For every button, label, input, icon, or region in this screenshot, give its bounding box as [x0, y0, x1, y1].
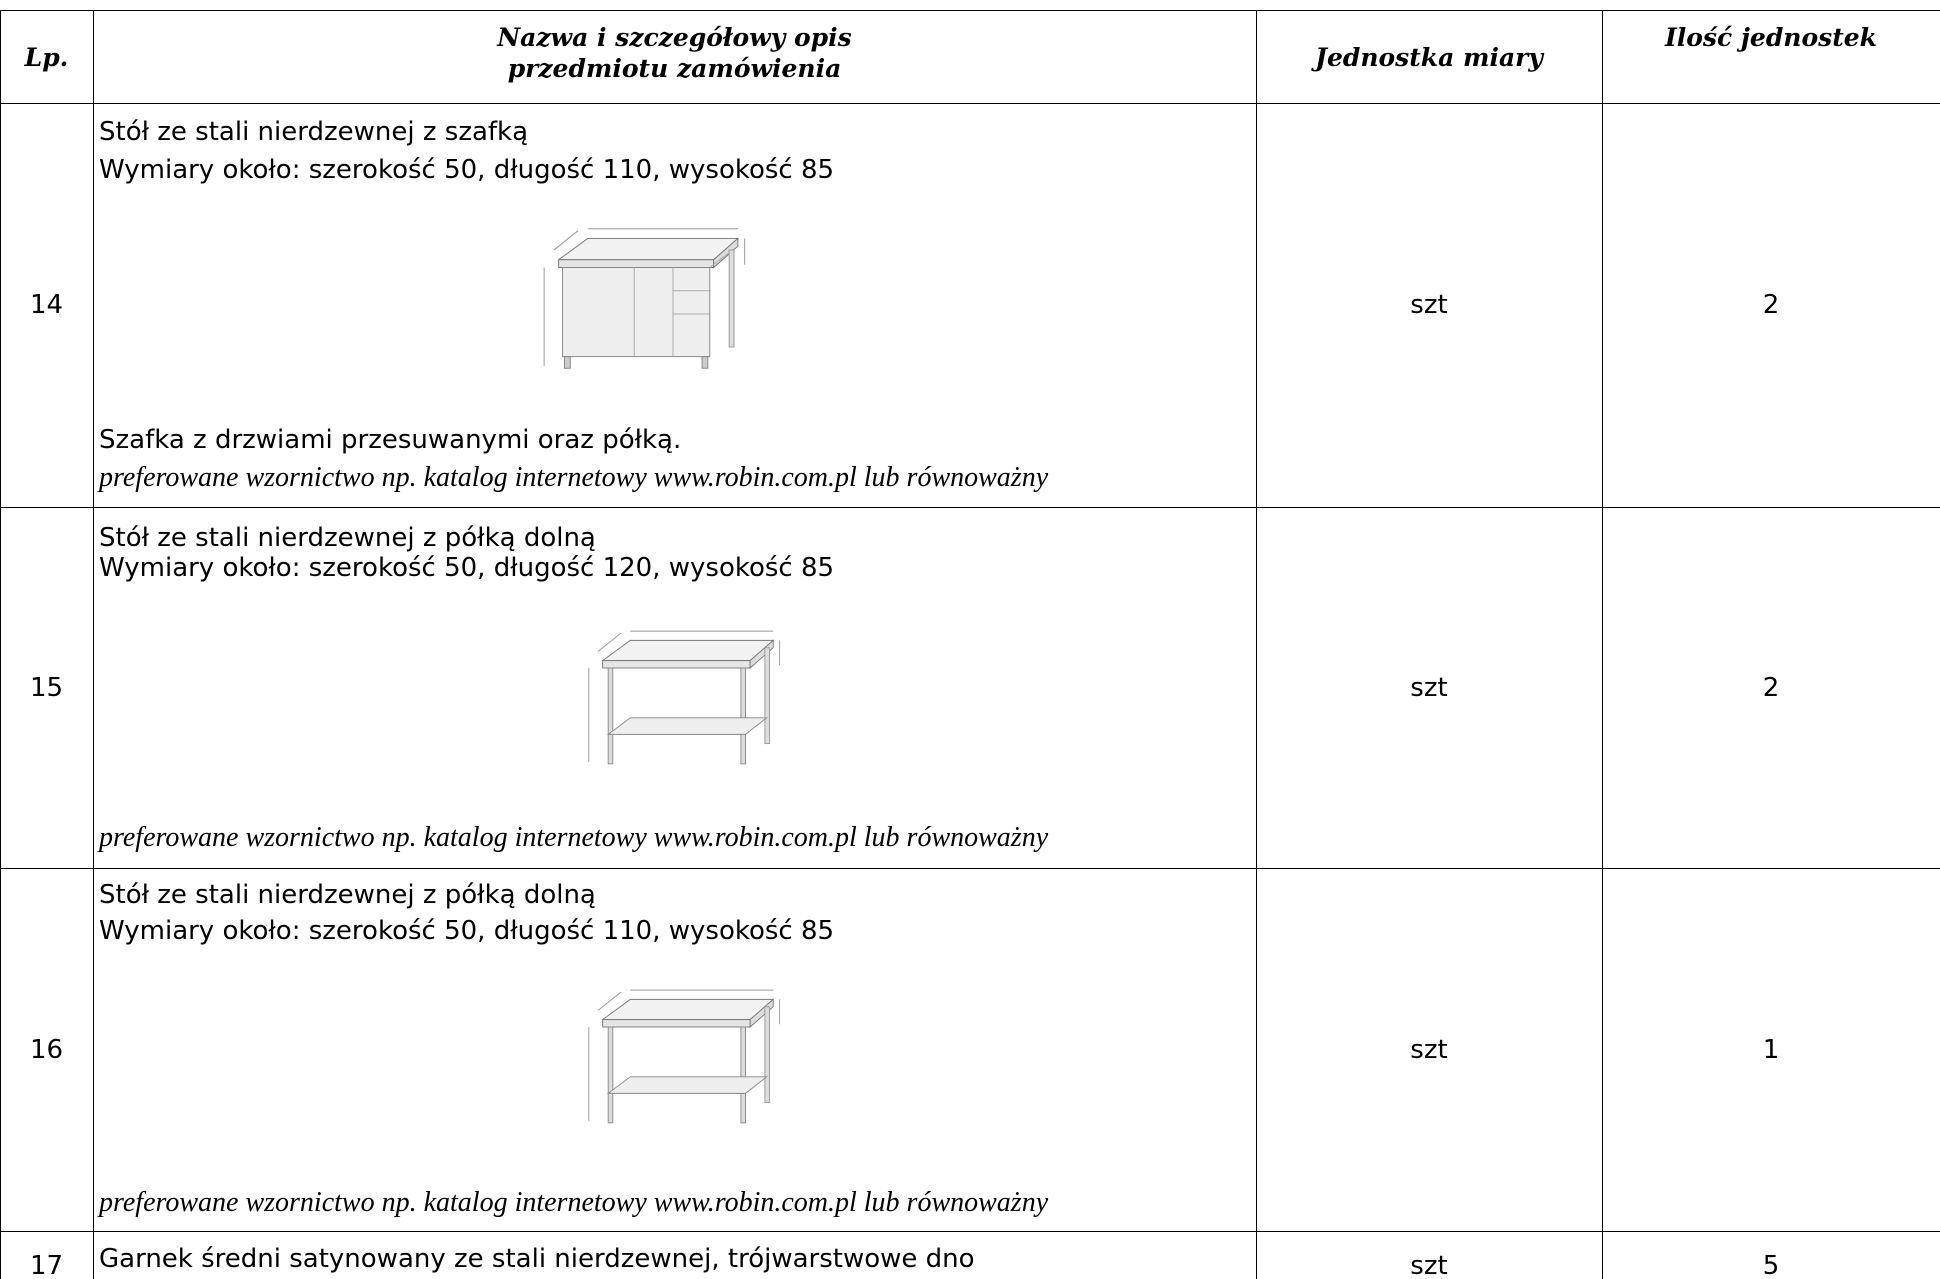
header-lp: Lp. — [24, 43, 69, 72]
table-cell — [93, 10, 1258, 105]
product-image — [543, 228, 746, 369]
item-dimensions: Wymiary około: szerokość 50, długość 110… — [99, 155, 835, 185]
table-cell — [0, 10, 95, 105]
item-title: Stół ze stali nierdzewnej z szafką — [99, 117, 529, 147]
table-cell — [1256, 10, 1604, 105]
row-number: 16 — [29, 1034, 64, 1065]
product-image — [588, 989, 781, 1124]
header-unit: Jednostka miary — [1315, 43, 1543, 72]
table-cell — [0, 868, 95, 1233]
table-cell — [0, 507, 95, 870]
row-qty: 1 — [1762, 1034, 1780, 1065]
item-design-note: preferowane wzornictwo np. katalog inter… — [99, 822, 1049, 853]
table-cell — [1602, 507, 1940, 870]
header-name-line: przedmiotu zamówienia — [507, 54, 842, 83]
item-design-note: preferowane wzornictwo np. katalog inter… — [99, 1187, 1049, 1218]
table-cell — [93, 1231, 1258, 1279]
row-qty: 2 — [1762, 672, 1780, 703]
item-title: Stół ze stali nierdzewnej z półką dolną — [99, 880, 596, 910]
item-note: Szafka z drzwiami przesuwanymi oraz półk… — [99, 425, 682, 455]
row-number: 17 — [29, 1250, 64, 1279]
table-cell — [1256, 1231, 1604, 1279]
table-cell — [0, 1231, 95, 1279]
table-cell — [1602, 10, 1940, 105]
item-design-note: preferowane wzornictwo np. katalog inter… — [99, 462, 1049, 493]
header-qty: Ilość jednostek — [1665, 23, 1877, 52]
table-cell — [1602, 103, 1940, 509]
row-number: 15 — [29, 672, 64, 703]
row-unit: szt — [1410, 290, 1448, 320]
row-unit: szt — [1410, 672, 1448, 703]
table-cell — [93, 507, 1258, 870]
row-unit: szt — [1410, 1250, 1448, 1279]
item-dimensions: Wymiary około: szerokość 50, długość 120… — [99, 553, 835, 583]
item-title: Stół ze stali nierdzewnej z półką dolną — [99, 523, 596, 553]
table-cell — [0, 103, 95, 509]
row-qty: 5 — [1762, 1250, 1780, 1279]
header-name: Nazwa i szczegółowy opis przedmiotu zamó… — [93, 22, 1256, 84]
item-dimensions: Wymiary około: szerokość 50, długość 110… — [99, 916, 835, 946]
table-cell — [1256, 103, 1604, 509]
table-cell — [1602, 868, 1940, 1233]
table-cell — [1602, 1231, 1940, 1279]
table-cell — [93, 103, 1258, 509]
header-name-line: Nazwa i szczegółowy opis — [497, 23, 852, 52]
row-unit: szt — [1410, 1034, 1448, 1065]
table-cell — [1256, 507, 1604, 870]
table-cell — [1256, 868, 1604, 1233]
row-number: 14 — [29, 290, 64, 320]
table-cell — [93, 868, 1258, 1233]
row-qty: 2 — [1762, 290, 1780, 320]
item-title: Garnek średni satynowany ze stali nierdz… — [99, 1244, 975, 1274]
product-image — [588, 630, 781, 765]
